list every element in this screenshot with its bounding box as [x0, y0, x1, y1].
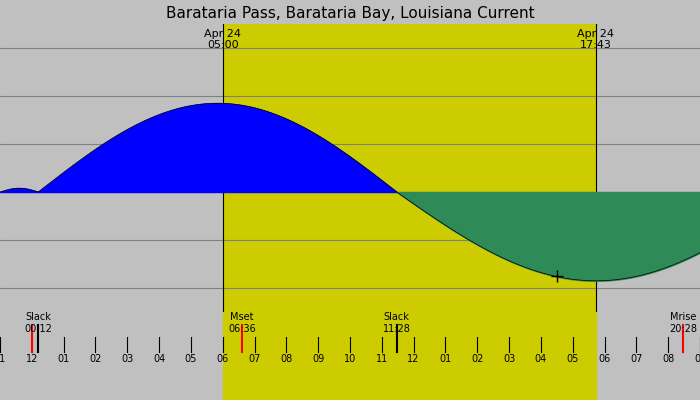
Bar — [223, 24, 596, 312]
Bar — [223, 312, 596, 400]
Text: 02: 02 — [90, 354, 102, 364]
Text: Apr 24
17:43: Apr 24 17:43 — [577, 29, 614, 50]
Text: Apr 24
05:00: Apr 24 05:00 — [204, 29, 241, 50]
Text: Slack
00:12: Slack 00:12 — [25, 312, 52, 334]
Text: 07: 07 — [248, 354, 260, 364]
Title: Barataria Pass, Barataria Bay, Louisiana Current: Barataria Pass, Barataria Bay, Louisiana… — [166, 6, 534, 22]
Text: 12: 12 — [407, 354, 420, 364]
Text: 07: 07 — [630, 354, 643, 364]
Text: 05: 05 — [185, 354, 197, 364]
Text: 05: 05 — [566, 354, 579, 364]
Text: 09: 09 — [694, 354, 700, 364]
Text: 12: 12 — [26, 354, 38, 364]
Text: 03: 03 — [503, 354, 515, 364]
Text: 06: 06 — [598, 354, 610, 364]
Text: 03: 03 — [121, 354, 134, 364]
Text: 06: 06 — [216, 354, 229, 364]
Text: 10: 10 — [344, 354, 356, 364]
Text: 11: 11 — [0, 354, 6, 364]
Text: 04: 04 — [153, 354, 165, 364]
Text: 02: 02 — [471, 354, 484, 364]
Text: 01: 01 — [440, 354, 452, 364]
Text: 04: 04 — [535, 354, 547, 364]
Text: Mset
06:36: Mset 06:36 — [228, 312, 256, 334]
Text: Slack
11:28: Slack 11:28 — [383, 312, 411, 334]
Text: 09: 09 — [312, 354, 324, 364]
Text: 08: 08 — [280, 354, 293, 364]
Text: 11: 11 — [376, 354, 388, 364]
Text: 08: 08 — [662, 354, 674, 364]
Text: Mrise
20:28: Mrise 20:28 — [669, 312, 697, 334]
Text: 01: 01 — [57, 354, 70, 364]
